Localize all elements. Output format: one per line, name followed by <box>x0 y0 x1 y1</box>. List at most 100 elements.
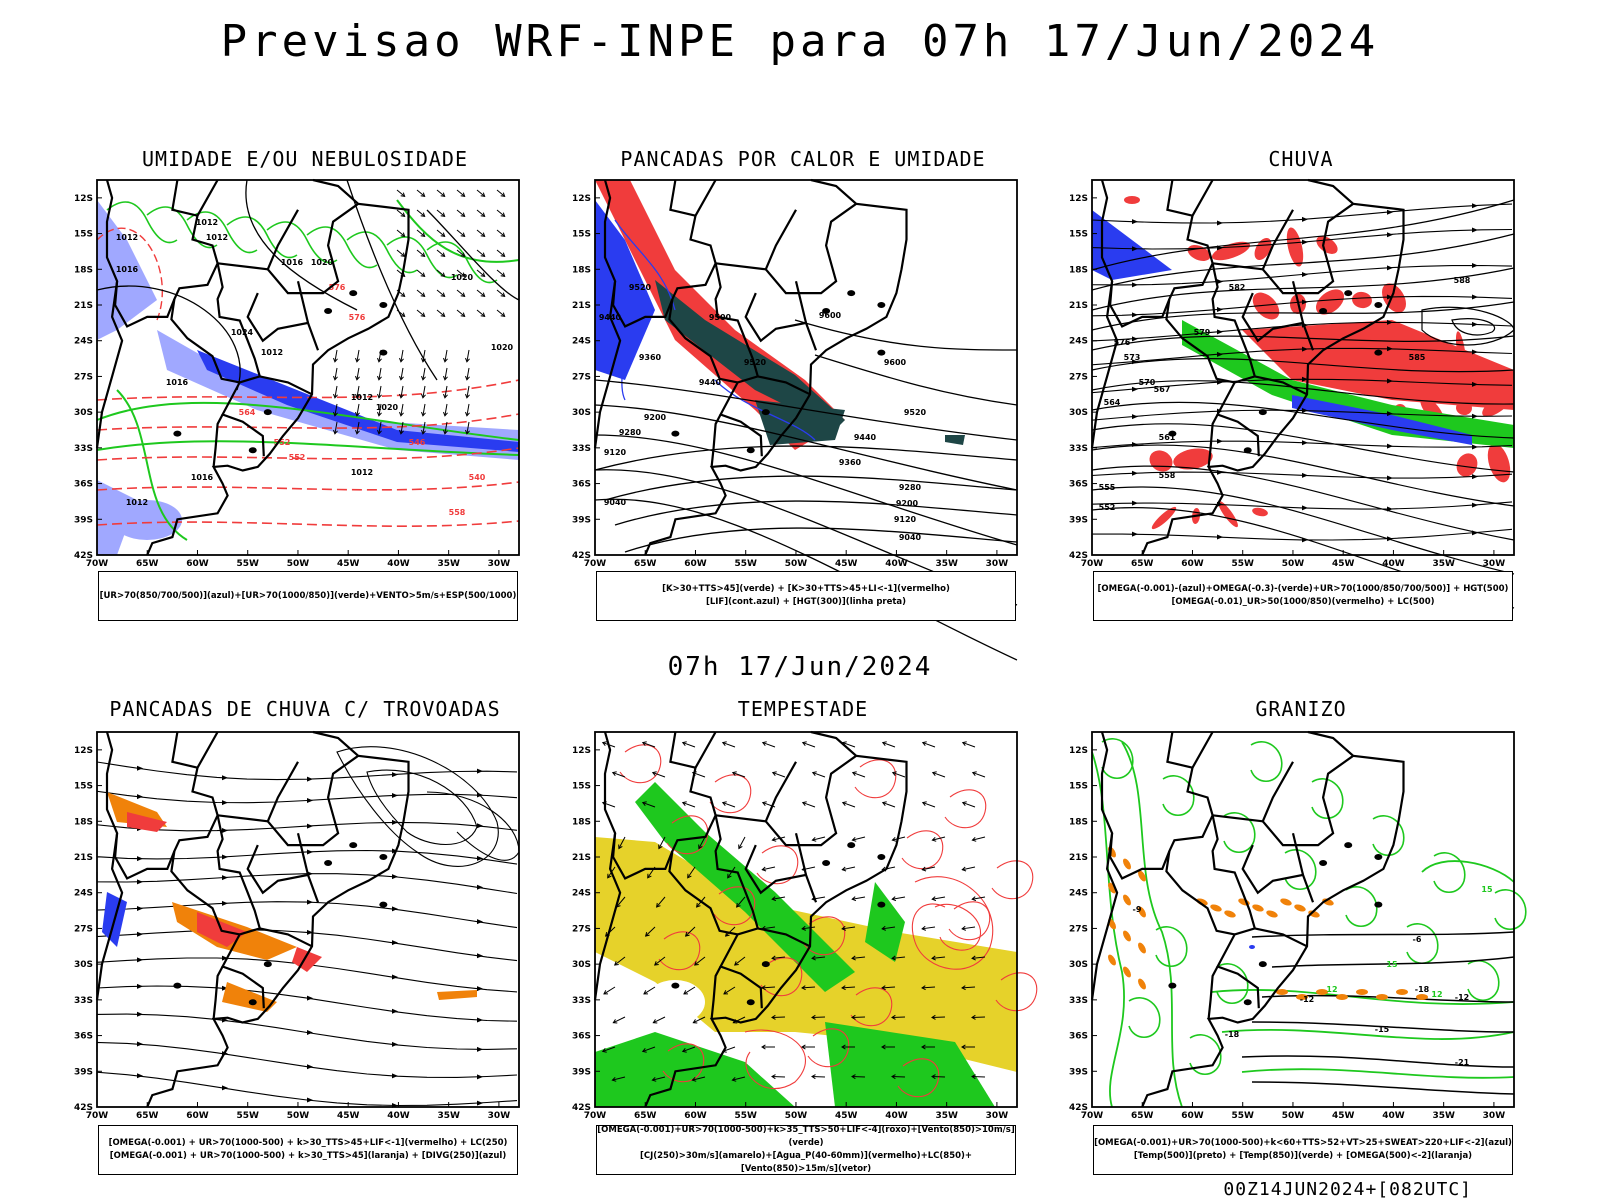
lat-tick-label: 18S <box>74 817 93 827</box>
lon-tick-label: 30W <box>488 559 511 569</box>
shaded-area <box>97 200 157 340</box>
lon-tick-label: 65W <box>1131 559 1154 569</box>
wind-vector-head <box>731 771 737 776</box>
coastline <box>146 178 410 556</box>
streamline-arrow <box>222 985 228 991</box>
streamline-arrow <box>1472 203 1478 209</box>
wind-vector <box>682 742 696 748</box>
streamline-arrow <box>1217 329 1223 335</box>
wind-vector <box>882 742 896 748</box>
wind-vector <box>685 926 696 937</box>
lat-tick-label: 30S <box>74 960 93 970</box>
wind-vector <box>723 986 736 995</box>
height-contour <box>814 354 1018 406</box>
run-identifier: 00Z14JUN2024+[082UTC] <box>1223 1179 1472 1200</box>
streamline-arrow <box>1302 505 1308 511</box>
wind-vector <box>656 896 666 908</box>
streamline-arrow <box>137 1011 143 1017</box>
omega-area <box>1224 910 1236 918</box>
panel-4-title: PANCADAS DE CHUVA C/ TROVOADAS <box>109 697 501 721</box>
country-border <box>259 375 313 396</box>
wind-vector-head <box>440 212 446 218</box>
wind-vector <box>422 367 426 380</box>
wind-vector <box>612 1076 626 1081</box>
wind-vector <box>962 866 976 871</box>
contour-label: 9040 <box>604 498 627 507</box>
precipitable-water-contour <box>619 744 662 784</box>
lon-tick-label: 50W <box>785 559 808 569</box>
map-frame <box>594 731 1018 1108</box>
country-border <box>296 832 310 876</box>
wind-vector <box>378 385 382 398</box>
country-border <box>669 179 696 217</box>
lat-tick-label: 33S <box>74 444 93 454</box>
lon-tick-label: 70W <box>86 1111 109 1121</box>
wind-vector-head <box>921 1044 926 1050</box>
wind-vector <box>416 289 425 297</box>
omega-area <box>1108 882 1116 894</box>
country-border <box>689 731 763 1009</box>
wind-vector <box>416 229 425 237</box>
country-border <box>95 833 124 1001</box>
wind-vector-head <box>761 801 767 806</box>
country-border <box>1291 832 1305 876</box>
contour-label: 1012 <box>196 218 218 227</box>
lon-tick-label: 60W <box>186 1111 209 1121</box>
lon-tick-label: 55W <box>734 559 757 569</box>
wind-vector <box>476 209 485 217</box>
contour-line <box>96 227 163 321</box>
precipitable-water-contour <box>662 1043 705 1083</box>
lat-tick-label: 39S <box>1069 1067 1088 1077</box>
streamline-arrow <box>222 854 228 860</box>
wind-vector <box>612 772 626 778</box>
wind-vector <box>801 986 816 989</box>
wind-vector <box>972 836 986 841</box>
wind-vector <box>892 956 906 959</box>
wind-area <box>865 882 905 962</box>
precipitable-water-contour <box>944 789 987 829</box>
wind-vector <box>466 421 470 434</box>
streamline-arrow <box>137 879 143 885</box>
wind-vector-head <box>684 932 690 937</box>
lon-tick-label: 50W <box>1282 1111 1305 1121</box>
wind-vector <box>852 836 866 841</box>
lat-tick-label: 42S <box>572 551 591 561</box>
omega-area <box>1336 994 1348 1000</box>
lat-tick-label: 18S <box>1069 817 1088 827</box>
shaded-area <box>112 500 182 540</box>
contour-label: -12 <box>1455 993 1469 1002</box>
wind-vector <box>652 1076 666 1081</box>
panel-6-legend: [OMEGA(-0.001)+UR>70(1000-500)+k<60+TTS>… <box>1093 1125 1513 1175</box>
wind-vector-head <box>971 771 977 776</box>
lon-tick-label: 65W <box>634 559 657 569</box>
streamline-arrow <box>307 849 313 855</box>
omega-area <box>1376 994 1388 1000</box>
wind-vector <box>444 349 448 362</box>
main-title: Previsao WRF-INPE para 07h 17/Jun/2024 <box>220 16 1380 67</box>
lake <box>1168 982 1177 989</box>
wind-vector-head <box>931 771 937 776</box>
precipitable-water-contour <box>803 916 846 956</box>
contour-label: 567 <box>1154 385 1171 394</box>
contour-label: 582 <box>1229 283 1246 292</box>
streamline-arrow <box>137 1073 143 1079</box>
country-border <box>1254 927 1308 948</box>
panel-1-title: UMIDADE E/OU NEBULOSIDADE <box>141 147 469 171</box>
omega-area <box>1123 930 1131 942</box>
panel-5-title: TEMPESTADE <box>737 697 869 721</box>
lon-tick-label: 40W <box>885 559 908 569</box>
streamline-arrow <box>1387 294 1393 300</box>
legend-line: [OMEGA(-0.001)+UR>70(1000-500)+k>35_TTS>… <box>597 1125 1015 1148</box>
wind-vector-head <box>421 375 426 381</box>
contour-label: 561 <box>1159 433 1176 442</box>
forecast-time-label: 07h 17/Jun/2024 <box>667 652 933 682</box>
temp850-contour <box>1121 741 1183 1108</box>
lon-tick-label: 55W <box>236 1111 259 1121</box>
wind-vector <box>396 209 405 217</box>
lat-tick-label: 36S <box>74 1032 93 1042</box>
contour-label: 1016 <box>281 258 304 267</box>
wind-vector <box>921 986 936 989</box>
streamline-arrow <box>477 1074 483 1080</box>
legend-line: [OMEGA(-0.001)-(azul)+OMEGA(-0.3)-(verde… <box>1097 584 1509 594</box>
